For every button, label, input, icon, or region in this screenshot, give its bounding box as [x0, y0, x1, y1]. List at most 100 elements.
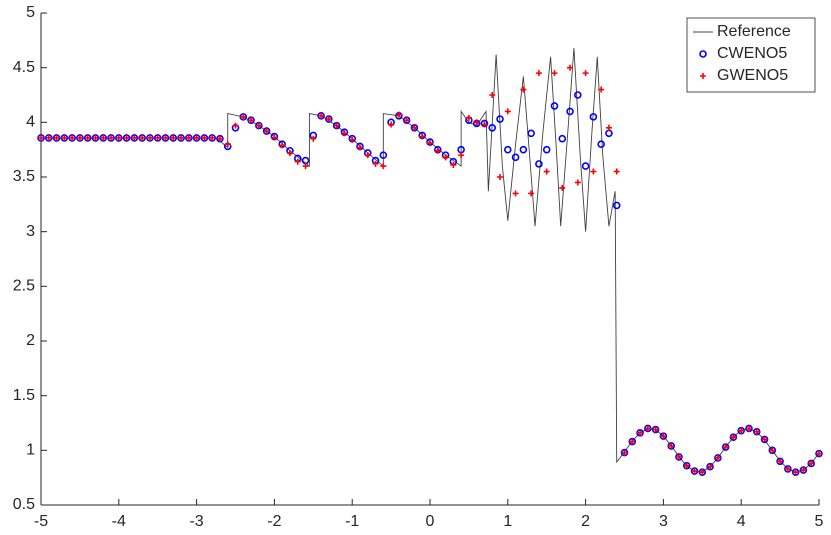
marker-plus	[131, 134, 138, 141]
legend-label: Reference	[717, 23, 791, 40]
marker-plus	[520, 86, 527, 93]
marker-circle	[605, 129, 613, 138]
marker-plus	[699, 469, 706, 476]
marker-plus	[528, 190, 535, 197]
marker-circle	[519, 145, 528, 154]
y-tick-label: 1	[26, 442, 35, 459]
marker-plus	[146, 134, 153, 141]
marker-circle	[566, 107, 574, 116]
x-tick-label: 0	[426, 513, 435, 530]
marker-plus	[652, 426, 659, 433]
marker-plus	[792, 469, 799, 476]
marker-plus	[115, 134, 122, 141]
marker-plus	[442, 154, 449, 161]
marker-plus	[279, 142, 286, 149]
x-tick-label: -5	[34, 513, 48, 530]
marker-plus	[341, 130, 348, 137]
marker-circle	[542, 145, 551, 154]
marker-plus	[816, 450, 822, 457]
marker-circle	[550, 102, 559, 110]
y-tick-label: 3	[26, 223, 35, 240]
marker-plus	[411, 124, 418, 131]
marker-plus	[722, 444, 729, 451]
marker-plus	[403, 117, 410, 124]
marker-plus	[53, 134, 60, 141]
marker-plus	[224, 141, 231, 148]
marker-plus	[707, 463, 714, 470]
marker-plus	[714, 454, 721, 461]
marker-plus	[123, 134, 130, 141]
marker-plus	[271, 134, 278, 141]
marker-plus	[185, 134, 192, 141]
x-tick-label: 1	[503, 513, 512, 530]
marker-plus	[84, 134, 91, 141]
marker-plus	[465, 114, 472, 121]
x-tick-label: -3	[189, 513, 203, 530]
marker-circle	[503, 145, 512, 154]
marker-plus	[209, 134, 216, 141]
marker-plus	[100, 134, 107, 141]
marker-plus	[535, 70, 542, 77]
marker-plus	[574, 179, 581, 186]
marker-plus	[108, 134, 115, 141]
marker-plus	[769, 447, 776, 454]
marker-plus	[364, 152, 371, 159]
marker-plus	[660, 433, 667, 440]
x-tick-label: 3	[659, 513, 668, 530]
marker-plus	[777, 458, 784, 465]
marker-plus	[139, 134, 146, 141]
marker-plus	[489, 92, 496, 98]
marker-plus	[162, 134, 169, 141]
marker-plus	[481, 121, 488, 128]
marker-plus	[473, 119, 480, 126]
x-tick-label: -4	[112, 513, 126, 530]
marker-circle	[488, 124, 497, 132]
marker-plus	[761, 436, 768, 443]
marker-plus	[216, 135, 223, 142]
marker-plus	[232, 122, 239, 129]
marker-plus	[808, 460, 815, 467]
y-tick-label: 2	[26, 332, 35, 349]
marker-circle	[589, 113, 598, 121]
marker-plus	[372, 160, 379, 167]
marker-plus	[349, 136, 356, 143]
marker-plus	[294, 158, 301, 165]
marker-plus	[753, 428, 760, 435]
marker-plus	[543, 168, 550, 175]
marker-plus	[193, 134, 200, 141]
marker-circle	[535, 160, 543, 168]
marker-plus	[240, 113, 247, 120]
x-tick-label: -1	[345, 513, 359, 530]
marker-plus	[263, 128, 270, 135]
marker-circle	[379, 151, 388, 159]
marker-circle	[612, 201, 621, 210]
y-tick-label: 1.5	[13, 387, 35, 404]
marker-plus	[356, 144, 363, 151]
marker-plus	[800, 467, 807, 474]
marker-plus	[69, 134, 76, 141]
legend-label: CWENO5	[717, 45, 787, 62]
marker-plus	[691, 468, 698, 475]
marker-plus	[458, 152, 465, 159]
marker-circle	[699, 50, 707, 58]
marker-plus	[450, 161, 457, 168]
x-tick-label: 2	[581, 513, 590, 530]
marker-plus	[644, 425, 651, 432]
marker-plus	[745, 425, 752, 432]
marker-circle	[574, 91, 582, 99]
reference-line	[41, 47, 820, 473]
marker-plus	[668, 442, 675, 449]
marker-plus	[248, 117, 255, 124]
marker-plus	[255, 122, 262, 129]
marker-plus	[154, 134, 161, 141]
marker-plus	[512, 190, 519, 197]
marker-plus	[38, 134, 44, 141]
marker-plus	[567, 64, 574, 71]
marker-plus	[310, 135, 317, 142]
marker-plus	[683, 462, 690, 469]
marker-plus	[201, 134, 208, 141]
marker-plus	[504, 108, 511, 115]
marker-plus	[605, 124, 612, 131]
